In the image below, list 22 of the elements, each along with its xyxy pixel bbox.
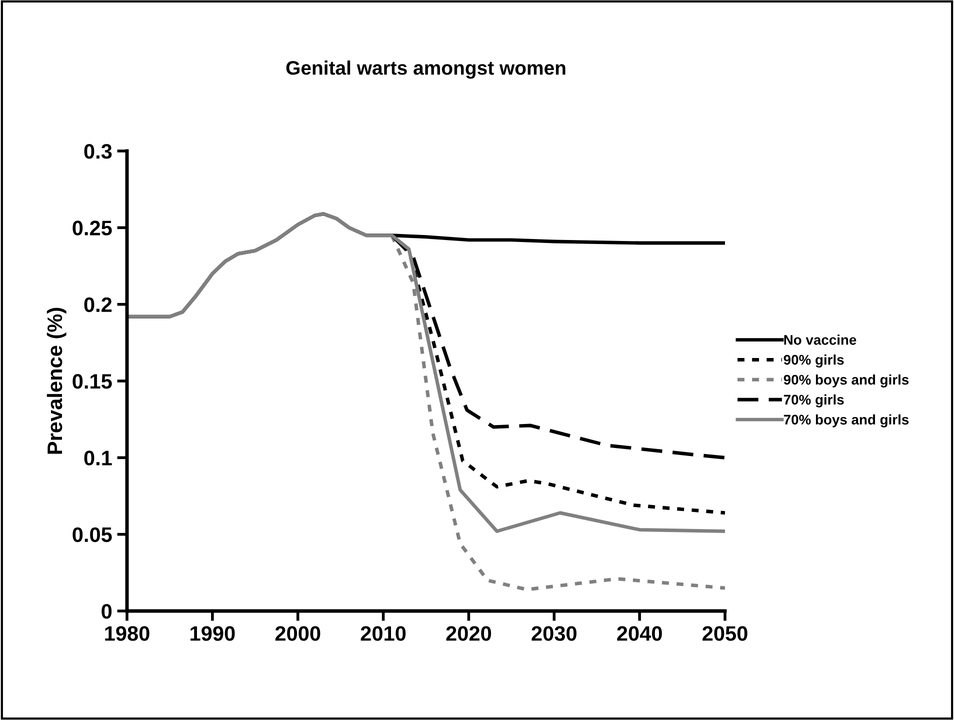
x-tick-label: 1980 bbox=[105, 626, 150, 641]
x-tick-label: 2050 bbox=[702, 626, 748, 641]
legend-label: No vaccine bbox=[784, 334, 856, 345]
y-tick-label: 0.15 bbox=[72, 374, 112, 389]
legend-label: 90% boys and girls bbox=[784, 374, 909, 388]
legend-label: 70% boys and girls bbox=[784, 414, 909, 428]
legend-label: 70% girls bbox=[784, 394, 844, 408]
x-tick-label: 2020 bbox=[446, 626, 492, 641]
x-tick-label: 2030 bbox=[532, 626, 576, 641]
x-tick-label: 2010 bbox=[360, 626, 406, 641]
y-tick-label: 0.2 bbox=[84, 297, 112, 312]
x-tick-label: 2000 bbox=[275, 626, 320, 641]
x-tick-label: 1990 bbox=[190, 626, 235, 641]
y-axis-title: Prevalence (%) bbox=[46, 308, 66, 454]
chart-title: Genital warts amongst women bbox=[286, 60, 566, 79]
y-tick-label: 0.05 bbox=[72, 527, 112, 542]
y-tick-label: 0.25 bbox=[72, 220, 112, 236]
y-tick-label: 0.1 bbox=[84, 450, 112, 466]
x-tick-label: 2040 bbox=[617, 626, 662, 641]
legend-label: 90% girls bbox=[784, 354, 844, 368]
y-tick-label: 0.3 bbox=[84, 144, 112, 159]
y-tick-label: 0 bbox=[102, 604, 112, 619]
